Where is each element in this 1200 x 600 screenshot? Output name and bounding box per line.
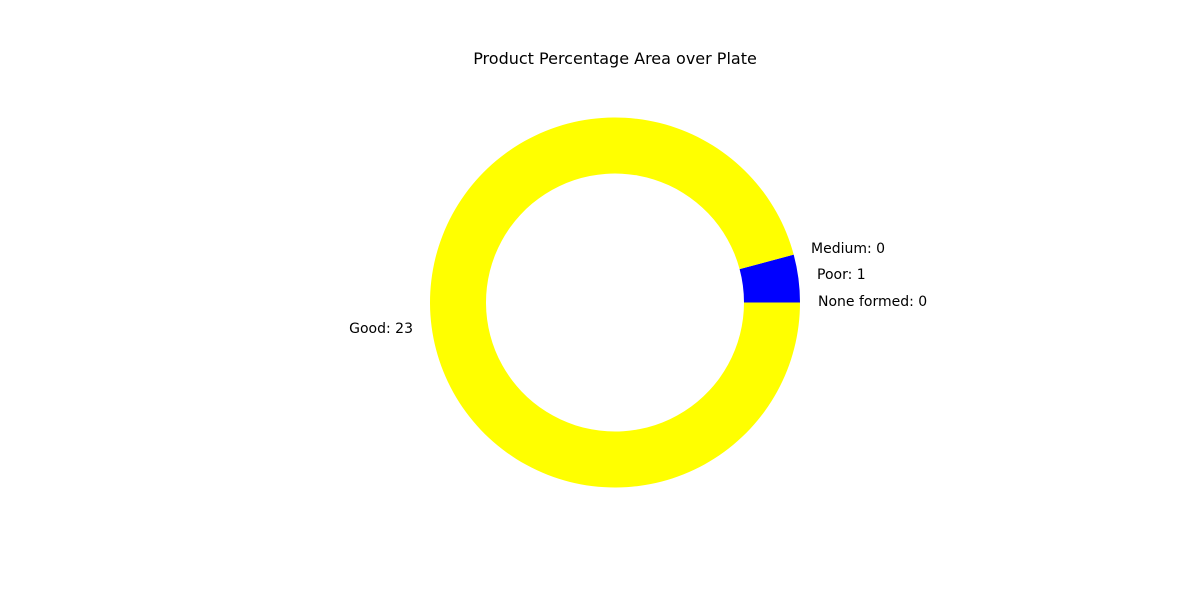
slice-poor: [739, 254, 800, 303]
slice-label-poor: Poor: 1: [817, 267, 866, 283]
slice-good: [430, 117, 800, 488]
slice-label-none-formed: None formed: 0: [818, 294, 927, 310]
slice-label-medium: Medium: 0: [811, 241, 885, 257]
donut-slices: [430, 117, 800, 488]
chart-title: Product Percentage Area over Plate: [473, 49, 757, 68]
slice-label-good: Good: 23: [349, 321, 413, 337]
slice-labels: None formed: 0 Poor: 1 Medium: 0 Good: 23: [349, 241, 927, 337]
